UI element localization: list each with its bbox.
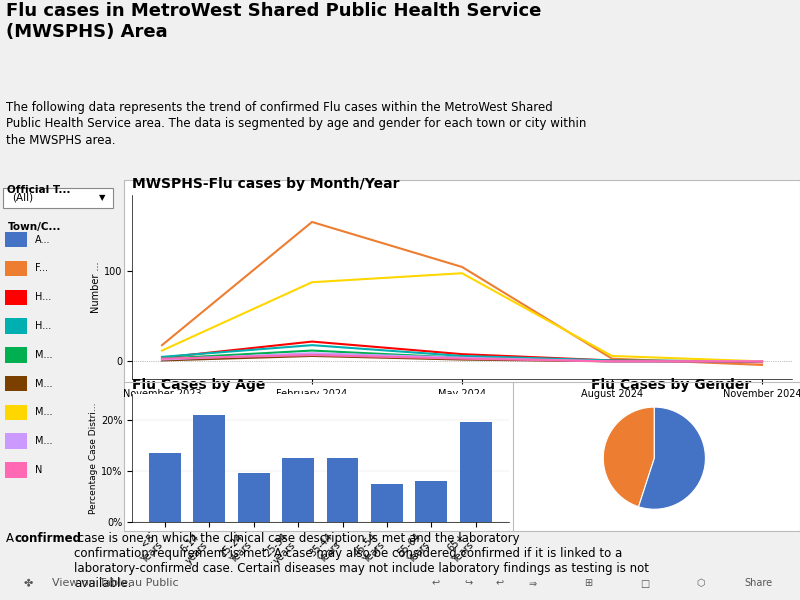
Bar [460, 422, 491, 522]
Text: (All): (All) [13, 193, 34, 203]
Wedge shape [603, 407, 654, 507]
Bar [5, 404, 27, 420]
Text: A...: A... [34, 235, 50, 245]
Text: Flu Cases by Age: Flu Cases by Age [132, 378, 266, 392]
Text: ▼: ▼ [99, 193, 106, 202]
Text: ⊞: ⊞ [584, 578, 592, 589]
Text: ↩: ↩ [432, 578, 440, 589]
Bar [238, 473, 270, 522]
Bar [194, 415, 226, 522]
Bar [5, 462, 27, 478]
Y-axis label: Number ...: Number ... [91, 262, 101, 313]
Text: H...: H... [34, 321, 51, 331]
Bar [371, 484, 403, 522]
X-axis label: Month/Year: Month/Year [431, 404, 493, 415]
Bar [5, 261, 27, 276]
Bar [5, 347, 27, 362]
Text: A: A [6, 532, 18, 545]
Text: Flu cases in MetroWest Shared Public Health Service
(MWSPHS) Area: Flu cases in MetroWest Shared Public Hea… [6, 2, 542, 41]
Text: ✤: ✤ [24, 578, 34, 589]
Text: Town/C...: Town/C... [7, 222, 61, 232]
Text: confirmed: confirmed [14, 532, 82, 545]
Text: F...: F... [34, 263, 48, 274]
FancyBboxPatch shape [3, 188, 114, 208]
Text: ↩: ↩ [496, 578, 504, 589]
Text: View on Tableau Public: View on Tableau Public [52, 578, 178, 589]
Text: Official T...: Official T... [7, 185, 71, 195]
Text: M...: M... [34, 350, 52, 360]
Bar [5, 232, 27, 247]
Text: N: N [34, 465, 42, 475]
Text: ⬡: ⬡ [696, 578, 705, 589]
Text: Share: Share [744, 578, 772, 589]
Text: H...: H... [34, 292, 51, 302]
Bar [5, 290, 27, 305]
Text: M...: M... [34, 407, 52, 418]
Text: ⇒: ⇒ [528, 578, 536, 589]
Text: MWSPHS-Flu cases by Month/Year: MWSPHS-Flu cases by Month/Year [132, 177, 399, 191]
Text: □: □ [640, 578, 650, 589]
Wedge shape [638, 407, 706, 509]
Text: M...: M... [34, 379, 52, 389]
Text: ↪: ↪ [464, 578, 472, 589]
Text: Flu Cases by Gender: Flu Cases by Gender [590, 378, 750, 392]
Bar [326, 458, 358, 522]
Bar [5, 318, 27, 334]
Text: M...: M... [34, 436, 52, 446]
Bar [5, 433, 27, 449]
Bar [415, 481, 447, 522]
Bar [282, 458, 314, 522]
Y-axis label: Percentage Case Distri...: Percentage Case Distri... [89, 403, 98, 514]
Bar [5, 376, 27, 391]
Text: case is one in which the clinical case description is met and the laboratory
con: case is one in which the clinical case d… [74, 532, 650, 590]
Bar [149, 453, 181, 522]
Text: The following data represents the trend of confirmed Flu cases within the MetroW: The following data represents the trend … [6, 101, 586, 146]
